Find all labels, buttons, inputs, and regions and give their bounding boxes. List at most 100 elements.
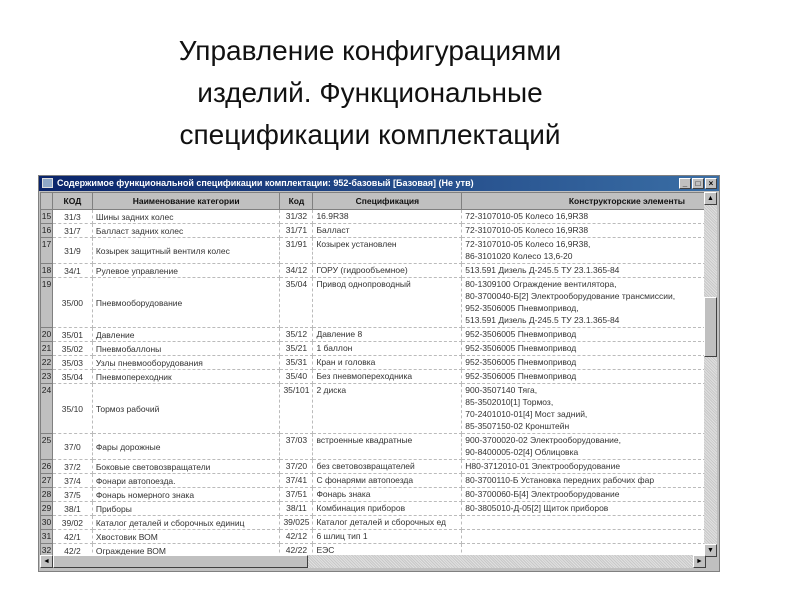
design-element-line: Н80-3712010-01 Электрооборудование	[465, 461, 621, 471]
column-header[interactable]: Спецификация	[312, 192, 463, 210]
design-element-line: 90-8400005-02[4] Облицовка	[465, 447, 579, 457]
table-row[interactable]: 21 35/02 Пневмобаллоны 35/21 1 баллон 952-350…	[40, 341, 706, 356]
category-name: Узлы пневмооборудования	[91, 355, 281, 370]
row-number[interactable]: 26	[40, 459, 53, 474]
design-elements: 952-3506005 Пневмопривод	[461, 341, 706, 356]
table-row[interactable]: 23 35/04 Пневмопереходник 35/40 Без пневмопе…	[40, 369, 706, 384]
table-row[interactable]: 24 35/10 Тормоз рабочий 35/101 2 диска 900-35…	[40, 383, 706, 434]
row-number[interactable]: 30	[40, 515, 53, 530]
table-row[interactable]: 28 37/5 Фонарь номерного знака 37/51 Фонарь …	[40, 487, 706, 502]
column-header[interactable]	[40, 192, 53, 210]
spec-grid: КОД Наименование категории Код Спецификация…	[40, 192, 706, 557]
column-header[interactable]: КОД	[51, 192, 93, 210]
table-row[interactable]: 19 35/00 Пневмооборудование 35/04 Привод одн…	[40, 277, 706, 328]
row-number[interactable]: 31	[40, 529, 53, 544]
minimize-button[interactable]: _	[679, 178, 691, 189]
table-row[interactable]: 22 35/03 Узлы пневмооборудования 35/31 Кран …	[40, 355, 706, 370]
scroll-down-arrow-icon[interactable]: ▼	[704, 544, 717, 557]
spec-code: 34/12	[279, 263, 314, 278]
design-element-line: 900-3507140 Тяга,	[465, 385, 538, 395]
category-code: 35/04	[51, 369, 93, 384]
design-element-line: 513.591 Дизель Д-245.5 ТУ 23.1.365-84	[465, 315, 620, 325]
row-number[interactable]: 23	[40, 369, 53, 384]
category-name: Давление	[91, 327, 281, 342]
spec-code: 31/91	[279, 237, 314, 264]
vertical-scroll-thumb[interactable]	[704, 297, 717, 357]
window-titlebar[interactable]: Содержимое функциональной спецификации к…	[39, 176, 719, 191]
specification: Козырек установлен	[312, 237, 463, 264]
category-name: Пневмопереходник	[91, 369, 281, 384]
specification: ГОРУ (гидрообъемное)	[312, 263, 463, 278]
category-name: Шины задних колес	[91, 209, 281, 224]
row-number[interactable]: 29	[40, 501, 53, 516]
row-number[interactable]: 16	[40, 223, 53, 238]
table-row[interactable]: 26 37/2 Боковые световозвращатели 37/20 без …	[40, 459, 706, 474]
category-name: Приборы	[91, 501, 281, 516]
category-code: 35/02	[51, 341, 93, 356]
category-name: Хвостовик ВОМ	[91, 529, 281, 544]
column-header[interactable]: Конструкторские элементы	[461, 192, 706, 210]
specification: 2 диска	[312, 383, 463, 434]
category-name: Боковые световозвращатели	[91, 459, 281, 474]
row-number[interactable]: 20	[40, 327, 53, 342]
category-code: 37/2	[51, 459, 93, 474]
category-name: Тормоз рабочий	[91, 383, 281, 434]
table-row[interactable]: 20 35/01 Давление 35/12 Давление 8 952-350600…	[40, 327, 706, 342]
row-number[interactable]: 25	[40, 433, 53, 460]
scroll-up-arrow-icon[interactable]: ▲	[704, 192, 717, 205]
table-row[interactable]: 25 37/0 Фары дорожные 37/03 встроенные квадр…	[40, 433, 706, 460]
specification: Каталог деталей и сборочных ед	[312, 515, 463, 530]
design-element-line: 80-3700060-Б[4] Электрооборудование	[465, 489, 620, 499]
row-number[interactable]: 17	[40, 237, 53, 264]
design-element-line: 72-3107010-05 Колесо 16,9R38	[465, 225, 589, 235]
table-row[interactable]: 32 42/2 Ограждение ВОМ 42/22 ЕЭС	[40, 543, 706, 557]
category-name: Фонари автопоезда.	[91, 473, 281, 488]
horizontal-scrollbar[interactable]: ◄ ►	[40, 555, 706, 568]
category-code: 39/02	[51, 515, 93, 530]
specification: Привод однопроводный	[312, 277, 463, 328]
design-elements	[461, 529, 706, 544]
specification: 16.9R38	[312, 209, 463, 224]
row-number[interactable]: 27	[40, 473, 53, 488]
table-row[interactable]: 30 39/02 Каталог деталей и сборочных едини…	[40, 515, 706, 530]
table-row[interactable]: 29 38/1 Приборы 38/11 Комбинация приборов 80-…	[40, 501, 706, 516]
maximize-button[interactable]: □	[692, 178, 704, 189]
category-name: Пневмобаллоны	[91, 341, 281, 356]
spec-code: 37/03	[279, 433, 314, 460]
table-row[interactable]: 15 31/3 Шины задних колес 31/32 16.9R38 72-31…	[40, 209, 706, 224]
spec-window: Содержимое функциональной спецификации к…	[38, 175, 720, 572]
vertical-scrollbar[interactable]: ▲ ▼	[704, 192, 717, 557]
column-header[interactable]: Код	[279, 192, 314, 210]
row-number[interactable]: 21	[40, 341, 53, 356]
design-elements: 80-1309100 Ограждение вентилятора, 80-370…	[461, 277, 706, 328]
design-elements: 900-3700020-02 Электрооборудование, 90-84…	[461, 433, 706, 460]
design-element-line: 900-3700020-02 Электрооборудование,	[465, 435, 621, 445]
grid-app-icon	[42, 178, 53, 188]
row-number[interactable]: 24	[40, 383, 53, 434]
specification: без световозвращателей	[312, 459, 463, 474]
close-button[interactable]: ×	[705, 178, 717, 189]
design-element-line: 80-3700040-Б[2] Электрооборудование тран…	[465, 291, 676, 301]
table-row[interactable]: 31 42/1 Хвостовик ВОМ 42/12 6 шлиц тип 1	[40, 529, 706, 544]
specification: Фонарь знака	[312, 487, 463, 502]
row-number[interactable]: 28	[40, 487, 53, 502]
scroll-right-arrow-icon[interactable]: ►	[693, 555, 706, 568]
design-elements: 900-3507140 Тяга, 85-3502010[1] Тормоз, 70…	[461, 383, 706, 434]
scroll-left-arrow-icon[interactable]: ◄	[40, 555, 53, 568]
table-row[interactable]: 18 34/1 Рулевое управление 34/12 ГОРУ (гидро…	[40, 263, 706, 278]
table-row[interactable]: 17 31/9 Козырек защитный вентиля колес 31/9…	[40, 237, 706, 264]
design-elements: 952-3506005 Пневмопривод	[461, 355, 706, 370]
column-header[interactable]: Наименование категории	[91, 192, 281, 210]
table-row[interactable]: 27 37/4 Фонари автопоезда. 37/41 С фонарями …	[40, 473, 706, 488]
design-element-line: 952-3506005 Пневмопривод	[465, 357, 577, 367]
spec-code: 42/12	[279, 529, 314, 544]
row-number[interactable]: 18	[40, 263, 53, 278]
horizontal-scroll-thumb[interactable]	[53, 555, 308, 568]
row-number[interactable]: 22	[40, 355, 53, 370]
design-elements: 80-3700110-Б Установка передних рабочих …	[461, 473, 706, 488]
design-element-line: 70-2401010-01[4] Мост задний,	[465, 409, 588, 419]
row-number[interactable]: 15	[40, 209, 53, 224]
table-row[interactable]: 16 31/7 Балласт задних колес 31/71 Балласт 72…	[40, 223, 706, 238]
row-number[interactable]: 19	[40, 277, 53, 328]
design-elements: 513.591 Дизель Д-245.5 ТУ 23.1.365-84	[461, 263, 706, 278]
